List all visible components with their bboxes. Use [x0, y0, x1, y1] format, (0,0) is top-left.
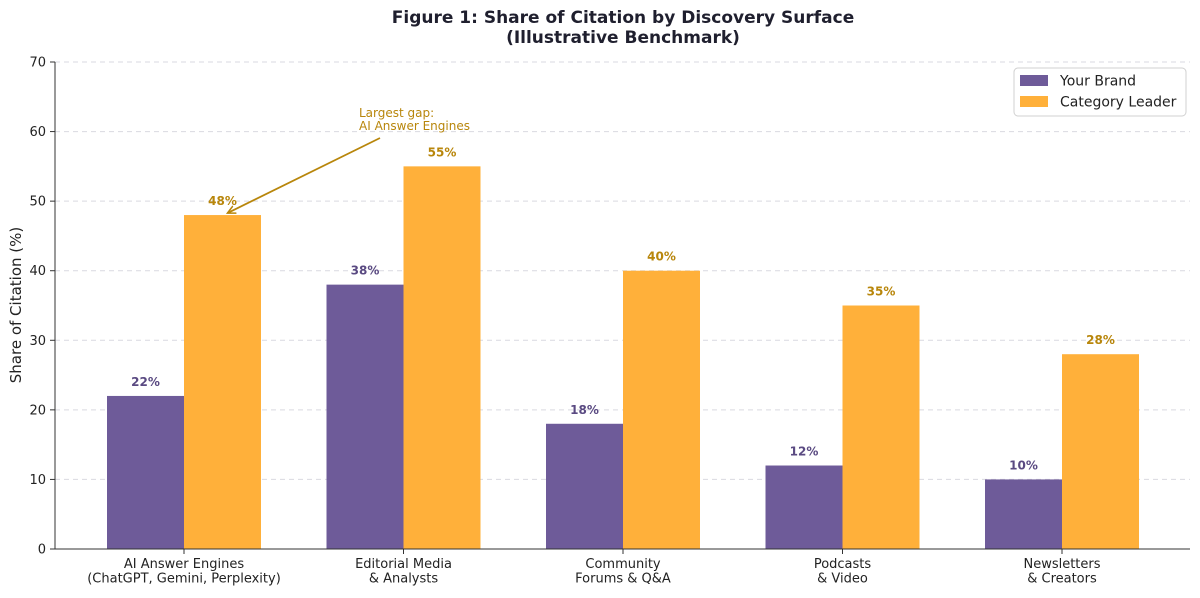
legend: Your Brand Category Leader — [1013, 67, 1187, 117]
data-label: 22% — [131, 375, 160, 389]
x-tick-label: & Creators — [1027, 572, 1097, 587]
x-tick-label: & Analysts — [369, 572, 439, 587]
y-tick-label: 40 — [29, 264, 46, 279]
bar-category-leader — [184, 215, 261, 550]
data-label: 28% — [1086, 333, 1115, 347]
legend-label: Your Brand — [1059, 74, 1136, 90]
bar-category-leader — [1062, 354, 1139, 549]
bar-category-leader — [842, 305, 920, 549]
x-tick-label: & Video — [817, 572, 868, 587]
x-tick-label: Podcasts — [814, 557, 872, 572]
chart-title: Figure 1: Share of Citation by Discovery… — [392, 8, 854, 28]
data-label: 35% — [867, 285, 896, 299]
bar-your-brand — [326, 284, 404, 549]
data-label: 38% — [351, 264, 380, 278]
bar-your-brand — [546, 423, 623, 549]
y-tick-label: 70 — [29, 56, 46, 71]
y-tick-label: 30 — [29, 334, 46, 349]
y-tick-label: 50 — [29, 195, 46, 210]
y-tick-label: 10 — [29, 473, 46, 488]
annotation-text: Largest gap: — [359, 106, 434, 120]
x-tick-label: Editorial Media — [355, 557, 452, 572]
y-tick-label: 20 — [29, 403, 46, 418]
y-tick-label: 0 — [38, 543, 46, 558]
bar-your-brand — [985, 479, 1062, 549]
data-label: 18% — [570, 403, 599, 417]
data-label: 10% — [1009, 458, 1038, 472]
data-label: 55% — [428, 145, 457, 159]
bar-category-leader — [403, 166, 481, 549]
axes-layer — [50, 61, 1190, 554]
legend-swatch-your-brand — [1020, 75, 1048, 86]
legend-box — [1013, 67, 1187, 117]
data-label: 40% — [647, 250, 676, 264]
legend-swatch-category-leader — [1020, 96, 1048, 107]
x-tick-label: Forums & Q&A — [575, 572, 671, 587]
y-axis-label: Share of Citation (%) — [7, 227, 25, 383]
annotation-arrow — [228, 137, 381, 213]
bar-category-leader — [623, 270, 700, 549]
annotation-layer: Largest gap:AI Answer Engines — [228, 106, 470, 213]
x-tick-label: Newsletters — [1023, 557, 1100, 572]
data-label: 48% — [208, 194, 237, 208]
bars-layer — [107, 166, 1139, 550]
x-tick-label: AI Answer Engines — [124, 557, 244, 572]
y-tick-label: 60 — [29, 125, 46, 140]
annotation-text: AI Answer Engines — [359, 119, 470, 133]
x-tick-label: (ChatGPT, Gemini, Perplexity) — [87, 572, 281, 587]
legend-label: Category Leader — [1060, 95, 1177, 111]
bar-your-brand — [765, 465, 843, 549]
bar-your-brand — [107, 395, 184, 549]
x-tick-label: Community — [585, 557, 661, 572]
chart-subtitle: (Illustrative Benchmark) — [506, 28, 740, 48]
data-label: 12% — [790, 445, 819, 459]
